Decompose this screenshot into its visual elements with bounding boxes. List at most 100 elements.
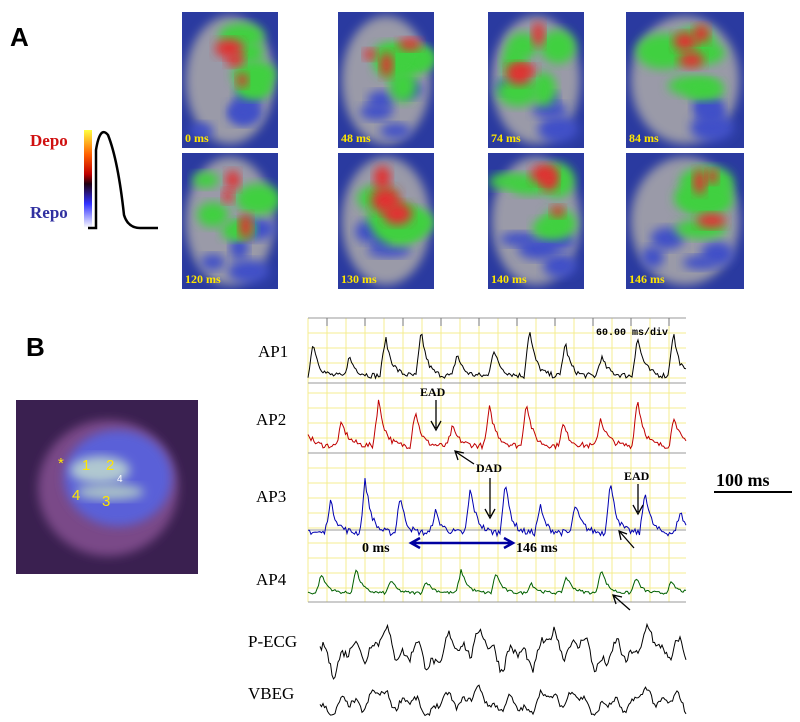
blue-region xyxy=(380,123,411,139)
green-region xyxy=(531,71,557,106)
action-potential-icon xyxy=(88,130,158,230)
arrow xyxy=(612,594,631,611)
arrow xyxy=(454,450,475,465)
frame-content xyxy=(182,12,278,148)
blue-region xyxy=(227,259,270,283)
frame-time: 120 ms xyxy=(185,272,221,286)
scale-text: 60.00 ms/div xyxy=(596,327,668,339)
blue-region xyxy=(650,227,685,250)
red-region xyxy=(373,165,391,190)
frame-content xyxy=(338,12,434,148)
trace xyxy=(307,332,687,380)
arrow xyxy=(632,484,644,516)
trace-label: AP2 xyxy=(256,410,286,429)
trace-label: AP1 xyxy=(258,342,288,361)
green-region xyxy=(540,29,576,64)
trace xyxy=(307,477,687,538)
frame-content xyxy=(488,153,584,289)
map-label: 3 xyxy=(102,493,110,510)
green-region xyxy=(682,183,734,216)
green-region xyxy=(488,173,526,190)
green-region xyxy=(196,202,229,228)
green-region xyxy=(684,80,724,101)
blue-region xyxy=(367,244,412,258)
frame-content xyxy=(338,153,434,289)
blue-region xyxy=(230,236,249,261)
blue-region xyxy=(189,122,214,139)
red-region xyxy=(380,52,393,78)
blue-region xyxy=(690,114,735,142)
repo-label: Repo xyxy=(30,203,68,222)
heart-frame: 140 ms xyxy=(488,153,584,289)
heart-frame: 120 ms xyxy=(182,153,278,289)
red-region xyxy=(678,52,704,68)
red-region xyxy=(532,21,545,47)
frame-content xyxy=(488,12,584,148)
color-bar xyxy=(84,130,92,228)
red-region xyxy=(693,169,706,195)
depo-label: Depo xyxy=(30,131,68,150)
trace-label: P-ECG xyxy=(248,632,297,651)
arrow xyxy=(484,478,496,520)
red-region xyxy=(363,48,377,61)
frame-content xyxy=(182,153,278,289)
frame-time: 130 ms xyxy=(341,272,377,286)
red-region xyxy=(225,170,240,190)
heart-frame: 146 ms xyxy=(626,153,744,289)
green-region xyxy=(496,76,540,107)
red-region xyxy=(222,189,234,203)
arrow xyxy=(430,400,442,432)
map-label: 4 xyxy=(117,474,123,485)
red-region xyxy=(239,214,253,239)
arrow xyxy=(618,529,635,549)
red-region xyxy=(214,38,244,58)
trace xyxy=(319,622,687,680)
red-region xyxy=(225,53,245,67)
red-region xyxy=(693,24,710,44)
trace xyxy=(307,569,687,596)
trace xyxy=(319,684,687,717)
heart-frame: 84 ms xyxy=(626,12,744,148)
frame-time: 140 ms xyxy=(491,272,527,286)
frame-content xyxy=(626,12,744,148)
green-region xyxy=(389,69,417,103)
blue-region xyxy=(682,255,716,270)
heart-frame: 48 ms xyxy=(338,12,434,148)
red-region xyxy=(398,38,422,51)
heart-map xyxy=(16,400,198,574)
green-region xyxy=(192,171,220,189)
trace-grid xyxy=(307,317,686,603)
frame-time: 146 ms xyxy=(629,272,665,286)
frame-time: 74 ms xyxy=(491,131,521,145)
blue-region xyxy=(200,254,225,271)
heart-frame: 130 ms xyxy=(338,153,434,289)
annotation: EAD xyxy=(624,469,650,483)
frame-time: 48 ms xyxy=(341,131,371,145)
map-label: * xyxy=(58,455,64,472)
red-region xyxy=(550,205,565,218)
map-label: 2 xyxy=(106,457,114,474)
red-region xyxy=(236,72,248,88)
green-region xyxy=(507,32,538,60)
trace-label: AP4 xyxy=(256,570,287,589)
trace-label: VBEG xyxy=(248,684,294,703)
map-label: 1 xyxy=(82,457,90,474)
frame-content xyxy=(626,153,744,289)
heart-frame: 74 ms xyxy=(488,12,584,148)
map-label: 4 xyxy=(72,487,80,504)
annotation: EAD xyxy=(420,385,446,399)
red-region xyxy=(382,202,412,225)
window-start: 0 ms xyxy=(362,541,390,556)
window-end: 146 ms xyxy=(516,541,558,556)
trace xyxy=(307,399,687,451)
red-region xyxy=(706,169,718,184)
panel-label: A xyxy=(10,22,29,52)
green-region xyxy=(532,218,562,239)
window-arrow xyxy=(408,536,516,550)
annotation: DAD xyxy=(476,461,502,475)
scale-bar-label: 100 ms xyxy=(716,470,770,490)
red-region xyxy=(696,213,726,228)
panel-label: B xyxy=(26,332,45,362)
frame-time: 84 ms xyxy=(629,131,659,145)
